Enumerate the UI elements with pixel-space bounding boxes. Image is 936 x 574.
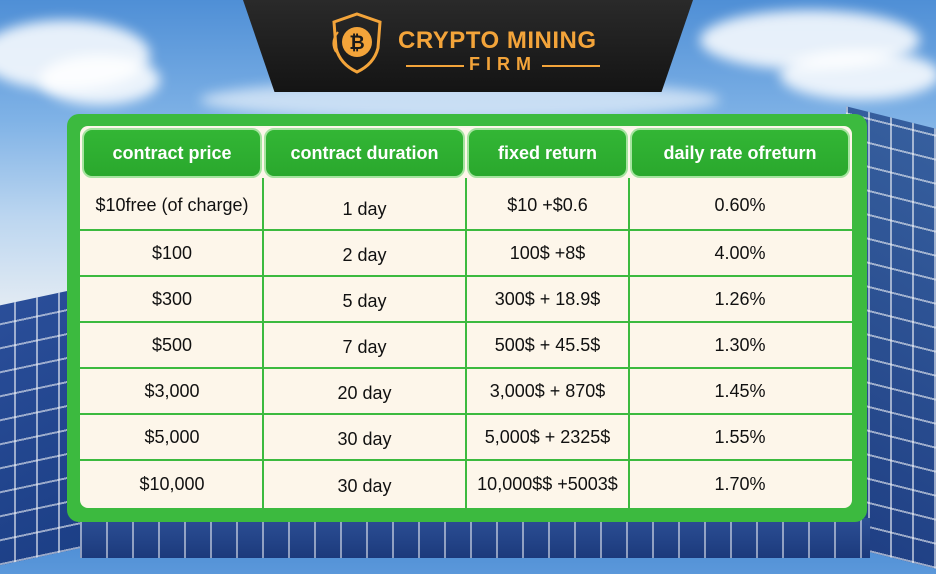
brand-subtitle: FIRM	[398, 54, 608, 75]
cell-fixed-return: 500$ + 45.5$	[494, 334, 601, 355]
row-divider	[80, 413, 852, 415]
cell-contract-price: $500	[151, 334, 193, 355]
cell-contract-duration: 5 day	[342, 290, 387, 311]
cell-daily-rate: 4.00%	[714, 242, 766, 263]
cell-contract-duration: 2 day	[342, 244, 387, 265]
cell-contract-duration: 30 day	[337, 475, 392, 496]
brand-name: CRYPTO MINING	[398, 27, 597, 54]
header-contract-price: contract price	[82, 128, 262, 178]
column-divider	[465, 178, 467, 508]
cell-daily-rate: 0.60%	[714, 195, 766, 215]
cell-daily-rate: 1.26%	[714, 288, 766, 309]
row-divider	[80, 459, 852, 461]
cell-fixed-return: 100$ +8$	[509, 242, 586, 263]
cell-contract-price: $100	[151, 242, 193, 263]
bitcoin-shield-icon: ₿	[332, 12, 382, 74]
cell-daily-rate: 1.45%	[714, 380, 766, 401]
row-divider	[80, 321, 852, 323]
header-contract-duration: contract duration	[264, 128, 465, 178]
row-divider	[80, 275, 852, 277]
cell-contract-price: $10,000	[139, 473, 205, 494]
cell-daily-rate: 1.30%	[714, 334, 766, 355]
cell-contract-duration: 1 day	[342, 199, 387, 219]
cell-fixed-return: 300$ + 18.9$	[494, 288, 601, 309]
solar-panels	[80, 518, 870, 558]
cell-fixed-return: 5,000$ + 2325$	[484, 426, 611, 447]
cell-contract-duration: 20 day	[337, 382, 392, 403]
cell-contract-price: $10free (of charge)	[95, 195, 249, 215]
cell-daily-rate: 1.55%	[714, 426, 766, 447]
cloud	[40, 55, 160, 105]
cell-contract-price: $3,000	[144, 380, 200, 401]
cell-fixed-return: 3,000$ + 870$	[489, 380, 606, 401]
cell-contract-duration: 7 day	[342, 336, 387, 357]
column-divider	[628, 178, 630, 508]
svg-text:₿: ₿	[349, 32, 364, 54]
cell-contract-price: $5,000	[144, 426, 200, 447]
cell-fixed-return: 10,000$$ +5003$	[477, 473, 618, 494]
cloud	[780, 50, 936, 100]
row-divider	[80, 229, 852, 231]
row-divider	[80, 367, 852, 369]
header-daily-rate: daily rate ofreturn	[630, 128, 850, 178]
cell-fixed-return: $10 +$0.6	[507, 195, 588, 215]
cell-contract-duration: 30 day	[337, 428, 392, 449]
cell-daily-rate: 1.70%	[714, 473, 766, 494]
header-fixed-return: fixed return	[467, 128, 628, 178]
cell-contract-price: $300	[151, 288, 193, 309]
column-divider	[262, 178, 264, 508]
header-banner	[243, 0, 693, 92]
